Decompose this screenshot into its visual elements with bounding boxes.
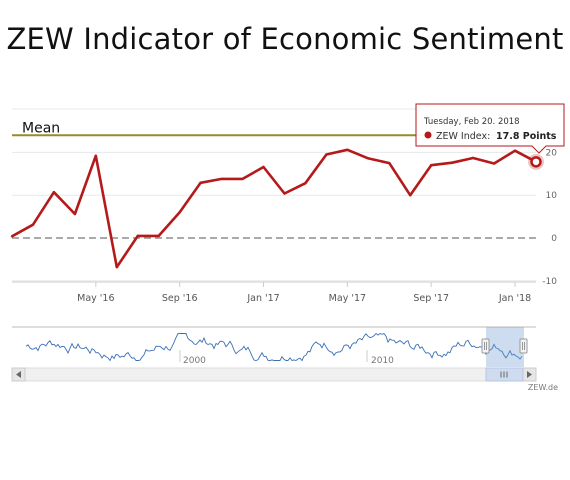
credits-link[interactable]: ZEW.de — [527, 383, 558, 392]
y-axis: -10 0 10 20 — [542, 148, 557, 286]
y-tick-label: 20 — [546, 148, 558, 158]
data-point[interactable] — [450, 161, 454, 164]
arrow-left-icon — [16, 371, 21, 378]
data-point[interactable] — [115, 265, 119, 269]
data-point[interactable] — [346, 148, 349, 152]
scrollbar-track[interactable] — [11, 367, 537, 382]
data-point[interactable] — [430, 164, 433, 167]
x-axis: May '16 Sep '16 Jan '17 May '17 Sep '17 Jan '… — [77, 282, 531, 304]
y-tick-label: 0 — [551, 234, 557, 244]
x-tick-label: Jan '17 — [246, 293, 279, 304]
data-point[interactable] — [31, 223, 35, 226]
data-point[interactable] — [94, 154, 98, 158]
x-tick-label: Sep '16 — [162, 293, 198, 304]
navigator-series — [25, 332, 523, 362]
data-point[interactable] — [241, 177, 244, 181]
data-point[interactable] — [10, 235, 14, 238]
data-point[interactable] — [367, 157, 370, 160]
tooltip-series-dot — [424, 131, 432, 139]
highlight-point[interactable] — [530, 156, 542, 168]
data-point[interactable] — [513, 149, 517, 152]
grid — [12, 108, 536, 282]
navigator-handle-left[interactable] — [481, 338, 490, 354]
data-point[interactable] — [492, 162, 496, 165]
x-tick-label: Sep '17 — [413, 293, 449, 304]
navigator-label-2010: 2010 — [371, 356, 394, 366]
mean-label: Mean — [22, 120, 60, 136]
data-point[interactable] — [178, 211, 181, 214]
data-point[interactable] — [199, 181, 202, 184]
tooltip-value: 17.8 Points — [496, 131, 557, 142]
navigator-selection[interactable] — [486, 327, 524, 367]
navigator-handle-right[interactable] — [519, 338, 528, 354]
data-point[interactable] — [409, 194, 412, 197]
series-zew-index — [10, 148, 538, 269]
y-tick-label: 10 — [546, 191, 558, 201]
y-tick-label: -10 — [542, 277, 557, 287]
highlight-marker[interactable] — [528, 153, 544, 170]
scrollbar-grip-icon — [500, 371, 508, 378]
data-point[interactable] — [325, 153, 328, 156]
data-point[interactable] — [73, 212, 77, 216]
data-point[interactable] — [304, 182, 307, 185]
data-point[interactable] — [283, 192, 286, 195]
tooltip-series-name: ZEW Index: — [436, 131, 490, 142]
arrow-right-icon — [527, 371, 532, 378]
x-tick-label: Jan '18 — [498, 293, 531, 304]
x-tick-label: May '17 — [329, 293, 366, 304]
chart-title: ZEW Indicator of Economic Sentiment — [6, 22, 564, 56]
scrollbar[interactable] — [11, 367, 537, 382]
data-point[interactable] — [471, 156, 475, 160]
navigator[interactable]: 2000 2010 — [12, 326, 536, 367]
navigator-label-2000: 2000 — [183, 356, 206, 366]
x-tick-label: May '16 — [77, 293, 114, 304]
data-point[interactable] — [388, 161, 391, 165]
series-line-zew-index — [11, 148, 537, 269]
data-point[interactable] — [52, 191, 56, 194]
data-point[interactable] — [157, 234, 160, 238]
data-point[interactable] — [136, 234, 139, 238]
tooltip-date: Tuesday, Feb 20. 2018 — [423, 117, 520, 127]
data-point[interactable] — [262, 165, 265, 169]
tooltip: Tuesday, Feb 20. 2018 ZEW Index: 17.8 Po… — [415, 103, 565, 154]
data-point[interactable] — [220, 177, 223, 181]
